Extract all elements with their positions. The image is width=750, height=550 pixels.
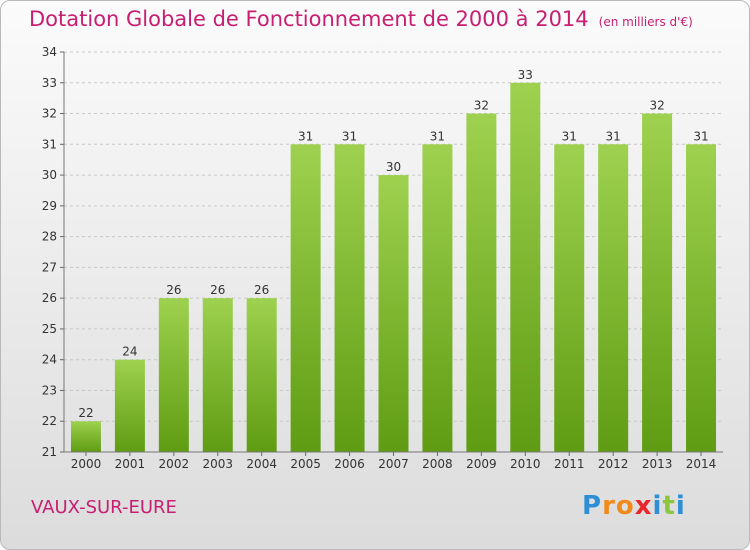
data-label: 31 [606,129,621,143]
bar [334,144,365,453]
bar [158,298,189,452]
x-tick-label: 2014 [686,457,717,471]
logo-letter: P [582,491,603,521]
logo-letter: i [652,491,663,521]
data-label: 32 [474,99,489,113]
chart-title: Dotation Globale de Fonctionnement de 20… [29,7,693,31]
x-tick-label: 2003 [202,457,233,471]
bar [466,113,497,453]
logo-letter: t [662,491,676,521]
data-label: 31 [430,129,445,143]
bar [422,144,453,453]
data-label: 26 [210,283,225,297]
y-tick-label: 28 [42,230,57,244]
y-tick-label: 29 [42,199,57,213]
x-tick-label: 2002 [159,457,190,471]
y-tick-label: 22 [42,414,57,428]
data-label: 31 [562,129,577,143]
data-label: 32 [649,99,664,113]
bar [202,298,233,452]
bar [378,175,409,453]
x-tick-label: 2009 [466,457,497,471]
x-tick-label: 2005 [290,457,321,471]
data-label: 24 [122,345,137,359]
bar [510,82,541,453]
x-tick-label: 2013 [642,457,673,471]
bar [70,421,101,452]
bar [642,113,673,453]
data-label: 26 [166,283,181,297]
logo-letter: i [675,491,686,521]
data-label: 26 [254,283,269,297]
y-tick-label: 21 [42,445,57,459]
bar [114,359,145,452]
data-label: 31 [298,129,313,143]
labels: 21 22 23 24 25 26 27 28 29 30 31 32 33 34 22 2000 24 2001… [42,45,717,471]
y-tick-label: 32 [42,107,57,121]
y-tick-label: 23 [42,383,57,397]
bar [554,144,585,453]
y-tick-label: 34 [42,45,57,59]
bars [70,82,717,453]
axes [60,51,723,456]
proxiti-logo: Proxiti [582,491,686,521]
title-text: Dotation Globale de Fonctionnement de 20… [29,7,589,31]
logo-letter: r [602,491,616,521]
x-tick-label: 2000 [71,457,102,471]
logo-letter: x [634,491,653,521]
x-tick-label: 2012 [598,457,629,471]
data-label: 30 [386,160,401,174]
y-tick-label: 31 [42,137,57,151]
x-tick-label: 2007 [378,457,409,471]
x-tick-label: 2001 [115,457,146,471]
data-label: 22 [78,406,93,420]
data-label: 31 [342,129,357,143]
unit-label: (en milliers d'€) [598,15,693,29]
x-tick-label: 2010 [510,457,541,471]
y-tick-label: 25 [42,322,57,336]
data-label: 33 [518,68,533,82]
y-tick-label: 26 [42,291,57,305]
bar [598,144,629,453]
y-tick-label: 24 [42,353,57,367]
commune-name: VAUX-SUR-EURE [31,497,177,518]
x-tick-label: 2011 [554,457,585,471]
bar [290,144,321,453]
x-tick-label: 2006 [334,457,365,471]
bar [686,144,717,453]
y-tick-label: 27 [42,260,57,274]
logo-letter: o [615,491,635,521]
x-tick-label: 2008 [422,457,453,471]
x-tick-label: 2004 [246,457,277,471]
data-label: 31 [693,129,708,143]
bar [246,298,277,452]
y-tick-label: 30 [42,168,57,182]
y-tick-label: 33 [42,76,57,90]
